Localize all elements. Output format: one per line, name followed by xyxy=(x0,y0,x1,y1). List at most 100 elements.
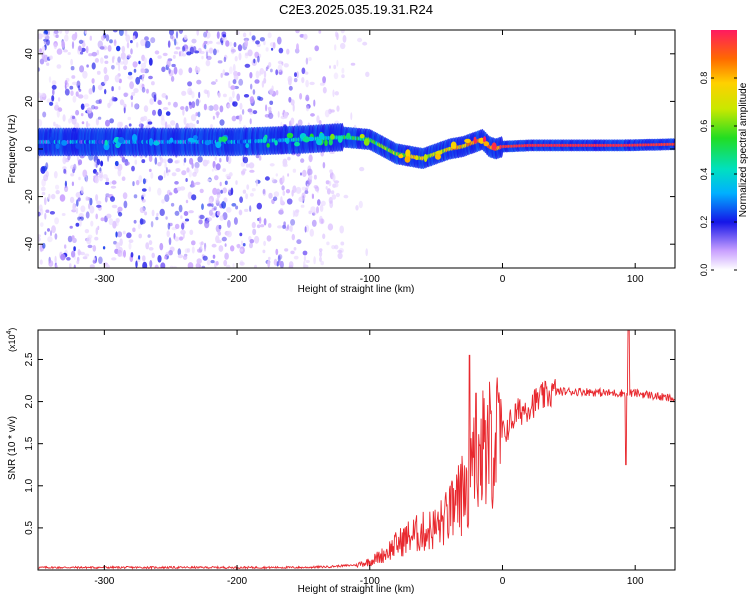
spectrogram-noise-cell xyxy=(303,33,308,40)
spectrogram-noise-cell xyxy=(216,210,221,216)
spectrogram-noise-cell xyxy=(53,121,56,127)
spectrogram-noise-cell xyxy=(328,196,333,204)
spectrogram-noise-cell xyxy=(162,158,167,164)
spectrogram-noise-cell xyxy=(280,196,283,204)
spectrogram-noise-cell xyxy=(172,265,178,268)
spectrogram-noise-cell xyxy=(301,67,306,75)
spectrogram-noise-cell xyxy=(272,42,276,49)
spectrogram-noise-cell xyxy=(305,57,309,65)
spectrogram-noise-cell xyxy=(107,154,110,162)
spectrogram-noise-cell xyxy=(77,249,81,256)
spectrogram-noise-cell xyxy=(330,190,335,195)
spectrogram-noise-cell xyxy=(80,251,85,256)
spectrogram-noise-cell xyxy=(245,193,249,200)
spectrogram-noise-cell xyxy=(196,79,202,85)
spectrogram-noise-cell xyxy=(91,62,96,70)
spectrogram-noise-cell xyxy=(285,189,291,194)
spectrogram-noise-cell xyxy=(226,230,232,238)
spectrogram-noise-cell xyxy=(90,220,94,227)
spectrogram-noise-cell xyxy=(203,40,208,45)
spectrogram-noise-cell xyxy=(164,194,170,203)
spectrogram-noise-cell xyxy=(204,44,207,50)
spectrogram-noise-cell xyxy=(38,234,41,238)
spectrogram-noise-cell xyxy=(111,86,114,92)
spectrogram-noise-cell xyxy=(57,97,61,102)
spectrogram-noise-cell xyxy=(162,107,169,110)
spectrogram-noise-cell xyxy=(302,169,307,177)
spectrogram-ridge-blob xyxy=(303,136,310,143)
spectrogram-noise-cell xyxy=(253,58,256,64)
spectrogram-noise-cell xyxy=(39,58,45,65)
spectrogram-noise-cell xyxy=(80,205,86,213)
spectrogram-noise-cell xyxy=(40,92,46,97)
spectrogram-noise-cell xyxy=(233,217,238,225)
spectrogram-noise-cell xyxy=(63,244,67,249)
spectrogram-noise-cell xyxy=(199,188,204,194)
spectrogram-noise-cell xyxy=(80,113,84,117)
spectrogram-noise-cell xyxy=(176,159,181,164)
spectrogram-noise-cell xyxy=(141,159,146,164)
spectrogram-noise-cell xyxy=(219,181,222,187)
spectrogram-noise-cell xyxy=(365,71,370,78)
spectrogram-noise-cell xyxy=(278,261,282,266)
spectrogram-noise-cell xyxy=(254,264,257,268)
x-tick-label: -200 xyxy=(227,274,247,285)
spectrogram-noise-cell xyxy=(135,179,140,186)
spectrogram-noise-cell xyxy=(283,221,286,227)
spectrogram-noise-cell xyxy=(78,176,81,181)
spectrogram-noise-cell xyxy=(173,101,178,108)
spectrogram-noise-cell xyxy=(269,163,275,167)
spectrogram-noise-cell xyxy=(220,189,224,194)
spectrogram-noise-cell xyxy=(277,111,280,118)
spectrogram-noise-cell xyxy=(263,70,267,79)
spectrogram-noise-cell xyxy=(201,55,204,60)
spectrogram-noise-cell xyxy=(126,42,130,49)
spectrogram-ridge-blob xyxy=(153,141,160,146)
spectrogram-noise-cell xyxy=(88,88,93,95)
spectrogram-noise-cell xyxy=(100,217,105,222)
spectrogram-noise-cell xyxy=(191,38,197,44)
spectrogram-noise-cell xyxy=(291,189,294,197)
spectrogram-noise-cell xyxy=(62,166,67,170)
spectrogram-noise-cell xyxy=(51,225,56,234)
spectrogram-noise-cell xyxy=(38,211,41,217)
spectrogram-noise-cell xyxy=(162,52,168,57)
spectrogram-noise-cell xyxy=(296,43,299,52)
spectrogram-noise-cell xyxy=(86,123,91,127)
colorbar-label: Normalized spectral amplitude xyxy=(738,82,749,217)
spectrogram-noise-cell xyxy=(316,206,319,214)
spectrogram-noise-cell xyxy=(38,204,43,211)
spectrogram-noise-cell xyxy=(300,172,302,176)
spectrogram-noise-cell xyxy=(93,106,99,110)
spectrogram-noise-cell xyxy=(184,218,190,222)
spectrogram-noise-cell xyxy=(305,105,310,112)
spectrogram-noise-cell xyxy=(124,30,128,37)
spectrogram-noise-cell xyxy=(294,210,299,217)
spectrogram-noise-cell xyxy=(67,52,71,55)
spectrogram-noise-cell xyxy=(301,192,306,200)
spectrogram-noise-cell xyxy=(236,243,241,249)
snr-ylabel: SNR (10 * v/v) xyxy=(7,416,18,480)
spectrogram-noise-cell xyxy=(51,80,57,86)
spectrogram-noise-cell xyxy=(257,55,260,63)
spectrogram-noise-cell xyxy=(66,257,71,261)
spectrogram-noise-cell xyxy=(251,35,256,41)
spectrogram-noise-cell xyxy=(321,200,326,206)
spectrogram-xlabel: Height of straight line (km) xyxy=(298,284,415,295)
spectrogram-noise-cell xyxy=(106,213,112,219)
spectrogram-noise-cell xyxy=(160,114,165,121)
spectrogram-noise-cell xyxy=(149,98,154,105)
spectrogram-noise-cell xyxy=(172,54,176,59)
spectrogram-noise-cell xyxy=(350,112,353,121)
spectrogram-noise-cell xyxy=(235,180,238,185)
spectrogram-noise-cell xyxy=(288,85,293,91)
spectrogram-noise-cell xyxy=(111,257,117,261)
colorbar-axes: 0.0 0.2 0.4 0.6 0.8 xyxy=(699,72,737,276)
spectrogram-noise-cell xyxy=(188,122,194,129)
spectrogram-noise-cell xyxy=(201,241,204,246)
spectrogram-noise-cell xyxy=(117,121,123,129)
spectrogram-noise-cell xyxy=(327,223,334,231)
spectrogram-noise-cell xyxy=(195,263,200,268)
spectrogram-noise-cell xyxy=(226,207,232,213)
spectrogram-noise-cell xyxy=(47,236,53,243)
